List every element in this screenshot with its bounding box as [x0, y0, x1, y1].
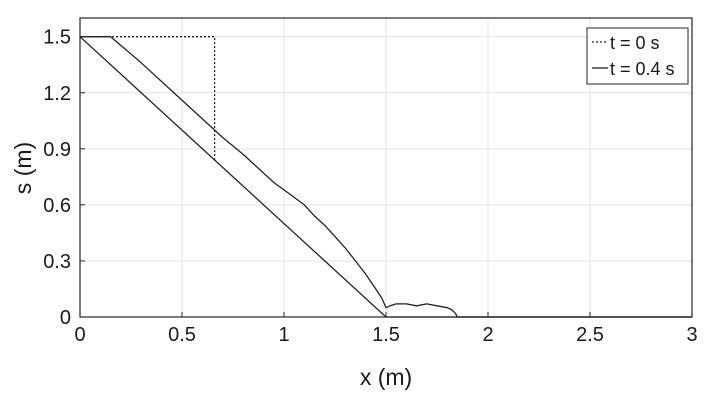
y-tick-label-2: 0.6 [43, 195, 71, 217]
legend-box [586, 27, 689, 85]
legend-label-t0: t = 0 s [610, 33, 660, 53]
x-axis-label: x (m) [360, 364, 412, 390]
x-tick-label-2: 1 [278, 324, 289, 346]
series-group [80, 36, 692, 318]
legend-label-t04: t = 0.4 s [610, 59, 675, 79]
y-ticks: 0 0.3 0.6 0.9 1.2 1.5 [43, 27, 85, 329]
y-tick-label-1: 0.3 [43, 251, 71, 273]
series-line-1 [80, 36, 692, 318]
x-tick-label-4: 2 [482, 324, 493, 346]
y-tick-label-4: 1.2 [43, 83, 71, 105]
y-axis-label: s (m) [10, 142, 36, 194]
series-line-0 [80, 36, 216, 160]
x-tick-label-6: 3 [686, 324, 697, 346]
x-tick-label-5: 2.5 [576, 324, 604, 346]
y-tick-label-0: 0 [60, 307, 71, 329]
y-tick-label-3: 0.9 [43, 139, 71, 161]
x-tick-label-0: 0 [74, 324, 85, 346]
x-tick-label-3: 1.5 [372, 324, 400, 346]
legend: t = 0 s t = 0.4 s [586, 27, 689, 85]
y-tick-label-5: 1.5 [43, 27, 71, 49]
x-ticks: 0 0.5 1 1.5 2 2.5 3 [74, 312, 698, 346]
x-tick-label-1: 0.5 [168, 324, 196, 346]
